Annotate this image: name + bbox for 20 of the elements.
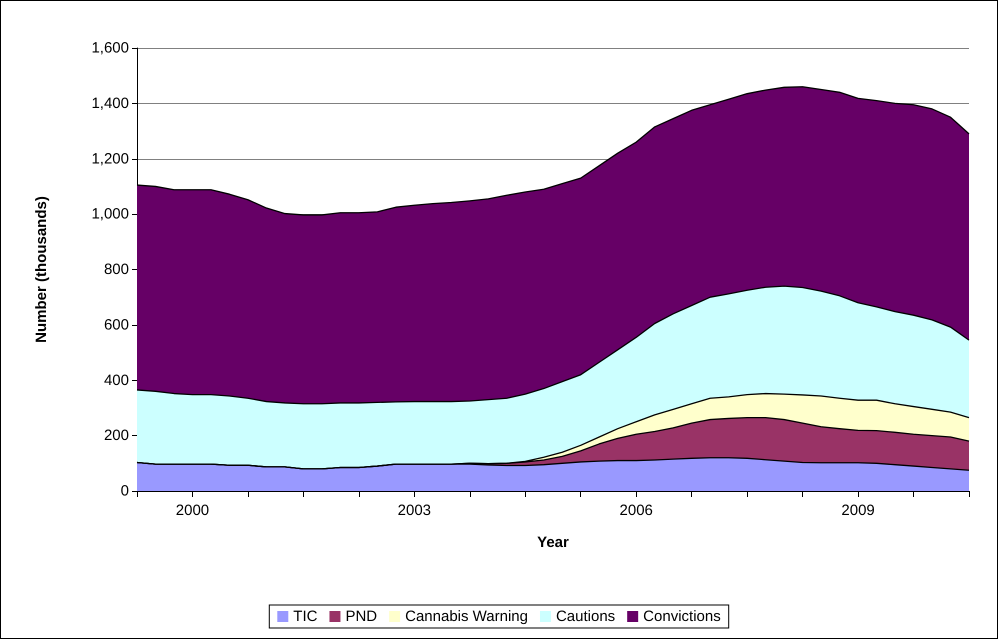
x-tick-label: 2006 — [620, 502, 653, 519]
y-tick-label: 1,600 — [91, 40, 129, 56]
y-tick-label: 600 — [104, 316, 129, 334]
y-tick-label: 1,000 — [91, 206, 129, 223]
y-tick-label: 800 — [104, 261, 129, 278]
legend-label: Cannabis Warning — [405, 608, 528, 625]
legend-label: Convictions — [643, 608, 721, 625]
legend-label: PND — [345, 608, 378, 625]
legend-label: TIC — [293, 608, 318, 625]
x-tick-label: 2009 — [841, 502, 875, 519]
x-tick-label: 2000 — [176, 502, 210, 519]
y-tick-label: 0 — [120, 482, 129, 500]
x-axis-title: Year — [537, 534, 570, 551]
legend-label: Cautions — [556, 608, 616, 625]
y-tick-label: 200 — [104, 427, 129, 444]
x-tick-label: 2003 — [398, 502, 432, 519]
y-axis-title: Number (thousands) — [33, 196, 50, 343]
y-tick-label: 1,200 — [91, 150, 129, 168]
y-tick-label: 400 — [104, 372, 129, 389]
y-tick-label: 1,400 — [91, 94, 129, 112]
